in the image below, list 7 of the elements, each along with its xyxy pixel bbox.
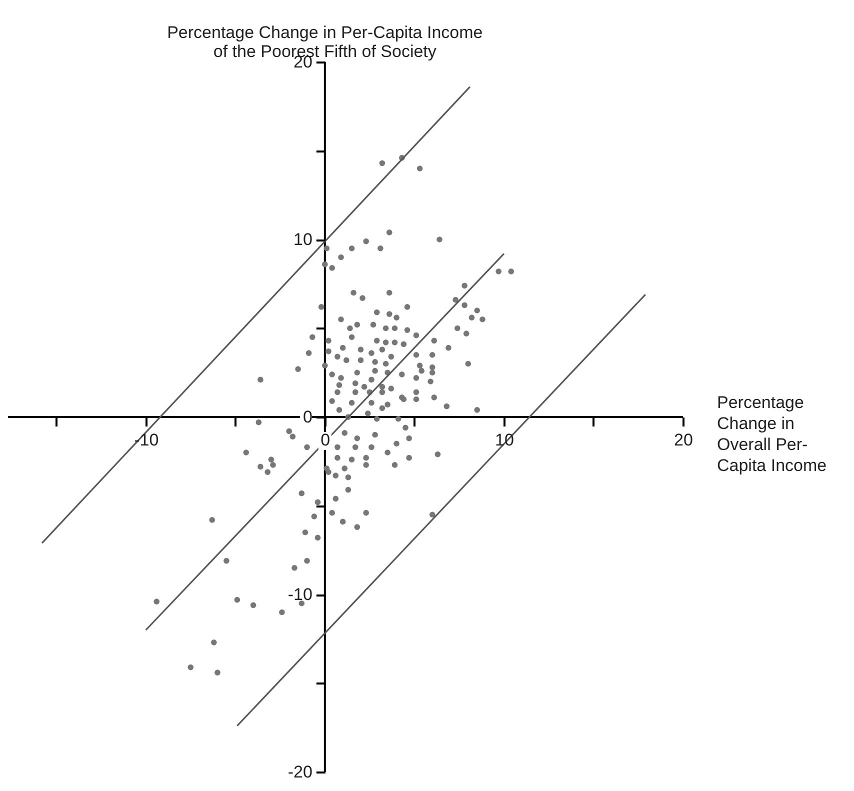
x-axis-title: Percentage Change in Overall Per- Capita Income — [717, 393, 827, 475]
y-tick-label: 0 — [302, 408, 312, 426]
x-tick-label: 0 — [320, 430, 330, 450]
y-tick-label: -10 — [288, 585, 312, 604]
y-tick-label: -20 — [288, 762, 312, 782]
y-tick-label: 10 — [293, 230, 312, 249]
x-tick-label: 20 — [674, 430, 693, 450]
